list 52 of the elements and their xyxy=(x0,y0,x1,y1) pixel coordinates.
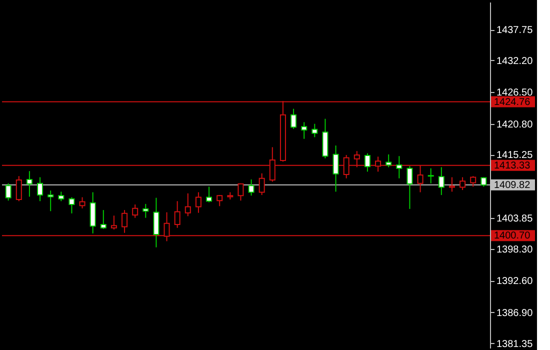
ref-line-label: 1409.82 xyxy=(494,180,531,191)
candlestick xyxy=(396,156,402,179)
y-tick-label: 1403.85 xyxy=(496,214,534,225)
candlestick xyxy=(332,145,339,192)
candlestick xyxy=(448,176,455,192)
y-tick-label: 1392.60 xyxy=(496,276,534,288)
candlestick xyxy=(132,204,138,218)
y-tick-label: 1432.20 xyxy=(496,56,534,67)
candlestick xyxy=(5,182,12,202)
candlestick xyxy=(258,172,265,196)
candlestick xyxy=(438,166,444,196)
candlestick xyxy=(364,152,370,172)
candlestick xyxy=(470,176,476,188)
candlestick xyxy=(90,192,96,234)
candlestick xyxy=(142,203,149,218)
candlestick xyxy=(122,210,128,234)
candlestick xyxy=(58,191,64,202)
candlestick xyxy=(68,196,75,214)
candlestick xyxy=(428,168,434,184)
candlestick xyxy=(312,123,318,138)
y-tick-label: 1437.75 xyxy=(496,25,534,36)
candlestick xyxy=(26,170,32,198)
candlestick xyxy=(195,192,202,214)
ref-line-label: 1413.33 xyxy=(494,160,531,172)
y-tick-label: 1398.30 xyxy=(496,244,534,256)
ref-line-label: 1400.70 xyxy=(494,230,531,242)
candlestick xyxy=(480,176,487,188)
y-tick-label: 1426.50 xyxy=(496,88,534,99)
candlestick xyxy=(238,182,244,202)
candlestick xyxy=(386,154,392,168)
candlestick xyxy=(460,176,466,191)
candlestick xyxy=(206,186,212,203)
candlestick xyxy=(406,166,413,210)
y-tick-label: 1381.35 xyxy=(496,338,534,350)
candlestick xyxy=(37,176,44,202)
candlestick xyxy=(248,178,254,196)
candlestick xyxy=(301,122,308,140)
candlestick xyxy=(79,196,86,209)
candlestick xyxy=(16,176,22,202)
candlestick xyxy=(153,197,160,248)
candlestick xyxy=(184,192,191,217)
y-tick-label: 1415.25 xyxy=(496,150,534,162)
candlestick xyxy=(100,210,106,230)
candlestick xyxy=(174,200,180,228)
candlestick xyxy=(216,194,223,207)
y-tick-label: 1386.90 xyxy=(496,308,534,319)
ref-line-label: 1424.76 xyxy=(494,96,531,108)
candlestick xyxy=(48,190,54,212)
y-tick-label: 1420.80 xyxy=(496,119,534,130)
candlestick xyxy=(290,108,297,130)
candlestick xyxy=(110,215,117,230)
candlestick xyxy=(322,118,328,159)
